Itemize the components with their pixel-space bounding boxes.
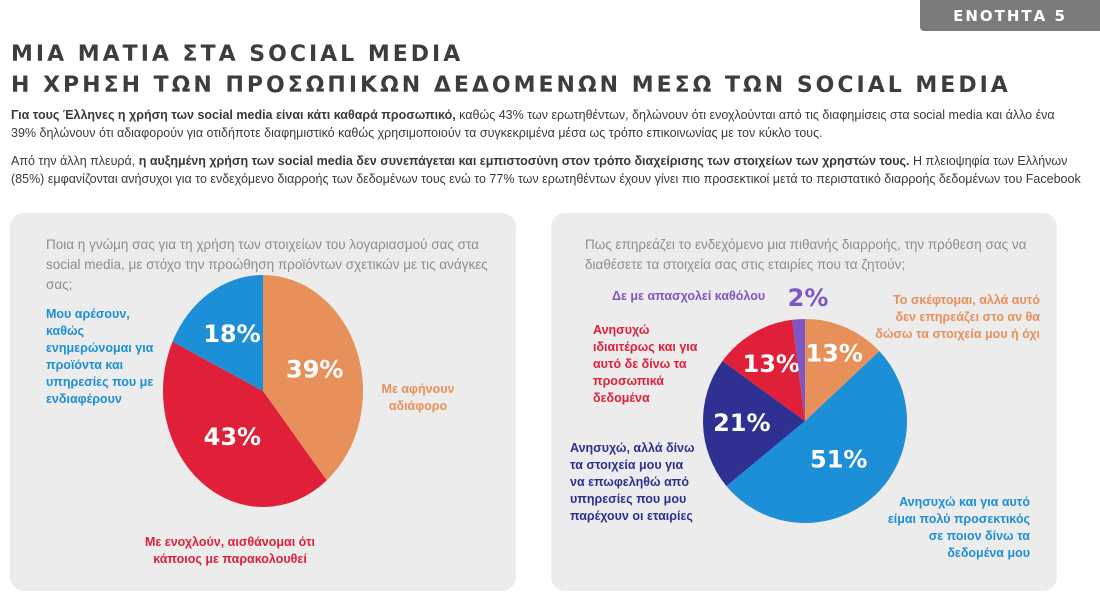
pie-slice (726, 351, 907, 523)
legend-left-like: Μου αρέσουν, καθώς ενημερώνομαι για προϊ… (46, 307, 154, 406)
page-subtitle: Η ΧΡΗΣΗ ΤΩΝ ΠΡΟΣΩΠΙΚΩΝ ΔΕΔΟΜΕΝΩΝ ΜΕΣΩ ΤΩ… (11, 73, 1011, 98)
legend-left-annoyed: Με ενοχλούν, αισθάνομαι ότι κάποιος με π… (144, 535, 316, 566)
pie-slice (263, 275, 363, 481)
chart-left-question: Ποια η γνώμη σας για τη χρήση των στοιχε… (46, 237, 488, 292)
section-tab: ΕΝΟΤΗΤΑ 5 (920, 0, 1100, 31)
data-label: 13% (805, 340, 862, 368)
intro-paragraph-2: Από την άλλη πλευρά, η αυξημένη χρήση τω… (11, 152, 1081, 188)
intro-paragraph-1-bold: Για τους Έλληνες η χρήση των social medi… (11, 108, 456, 122)
pie-chart-left: 39% 43% 18% (163, 275, 363, 507)
data-label: 21% (713, 409, 770, 437)
pie-chart-right: 13% 51% 21% 13% 2% (703, 284, 907, 523)
intro-paragraph-2-text-a: Από την άλλη πλευρά, (11, 154, 139, 168)
pie-slice (722, 319, 805, 421)
legend-right-think: Το σκέφτομαι, αλλά αυτό δεν επηρεάζει στ… (875, 293, 1040, 341)
page-title: ΜΙΑ ΜΑΤΙΑ ΣΤΑ SOCIAL MEDIA (11, 42, 464, 67)
pie-slice (805, 319, 880, 421)
data-label: 2% (788, 284, 829, 312)
pie-slice (792, 319, 805, 421)
data-label: 39% (286, 355, 343, 383)
intro-paragraph-2-text-b: Η πλειοψηφία των Ελλήνων (85%) εμφανίζον… (11, 154, 1081, 186)
intro-paragraph-1-text: καθώς 43% των ερωτηθέντων, δηλώνουν ότι … (11, 108, 1055, 140)
data-label: 18% (203, 320, 260, 348)
data-label: 43% (204, 423, 261, 451)
legend-left-indifferent: Με αφήνουν αδιάφορο (381, 382, 455, 413)
pie-slice (172, 275, 263, 391)
legend-right-not-concerned: Δε με απασχολεί καθόλου (612, 289, 766, 303)
legend-right-give-anyway: Ανησυχώ, αλλά δίνω τα στοιχεία μου για ν… (570, 441, 695, 523)
pie-slice (703, 361, 805, 487)
chart-right-question: Πως επηρεάζει το ενδεχόμενο μια πιθανής … (585, 237, 1027, 272)
legend-right-careful: Ανησυχώ και για αυτό είμαι πολύ προσεκτι… (887, 495, 1030, 560)
pie-slice (163, 341, 327, 507)
data-label: 51% (810, 445, 867, 473)
intro-paragraph-2-bold: η αυξημένη χρήση των social media δεν συ… (138, 154, 910, 168)
legend-right-very-worried: Ανησυχώ ιδιαιτέρως και για αυτό δε δίνω … (593, 323, 698, 405)
intro-paragraph-1: Για τους Έλληνες η χρήση των social medi… (11, 106, 1081, 142)
data-label: 13% (743, 350, 800, 378)
